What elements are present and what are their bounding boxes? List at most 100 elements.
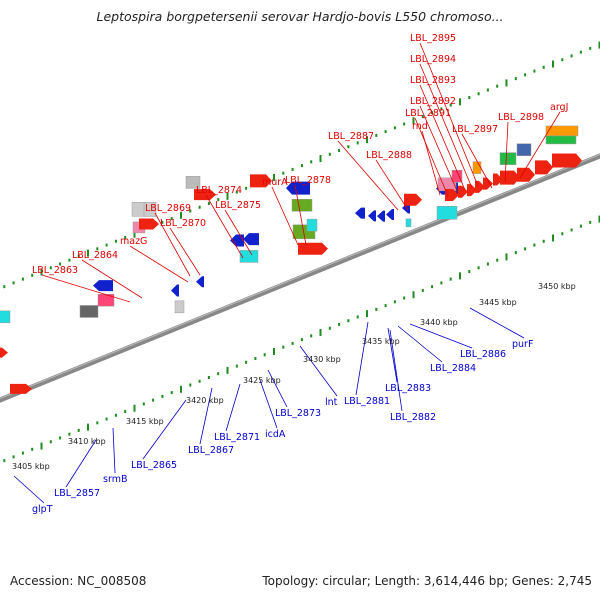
track-dot (384, 130, 387, 134)
gene-box (174, 300, 185, 314)
track-dot (226, 192, 229, 200)
track-dot (514, 77, 517, 81)
gene-label-forward: LBL_2898 (498, 112, 544, 123)
gene-label-forward: LBL_2892 (410, 96, 456, 107)
leader-line-reverse (13, 475, 45, 504)
leader-line-forward (205, 194, 244, 259)
track-dot (40, 268, 43, 276)
track-dot (505, 253, 508, 261)
leader-line-forward (419, 105, 459, 194)
track-dot (59, 436, 62, 440)
gene-forward-arrow (517, 167, 535, 182)
label-leaders (13, 42, 561, 504)
gene-box (291, 198, 313, 212)
gene-label-reverse: icdA (265, 429, 286, 440)
track-dot (356, 141, 359, 145)
track-dot (87, 423, 89, 431)
track-dot (3, 459, 6, 463)
track-dot (235, 190, 238, 194)
leader-line-reverse (199, 387, 213, 445)
gene-label-forward: argJ (550, 102, 568, 113)
leader-line-forward (294, 184, 307, 246)
gene-label-reverse: glpT (32, 504, 53, 515)
track-dot (347, 145, 350, 149)
track-dot (486, 88, 489, 92)
track-dot (161, 220, 164, 224)
accession-text: Accession: NC_008508 (10, 574, 147, 588)
gene-forward-arrow (445, 189, 459, 202)
track-dot (598, 41, 600, 49)
leader-line-reverse (142, 399, 187, 460)
gene-label-reverse: LBL_2886 (460, 349, 506, 360)
track-dot (384, 304, 387, 308)
track-dot (589, 46, 592, 50)
gene-forward-arrow (467, 184, 477, 197)
track-dot (31, 447, 34, 451)
track-dot (328, 326, 331, 330)
track-dot (393, 300, 396, 304)
track-dot (412, 291, 415, 299)
track-dot (412, 117, 415, 125)
track-dot (170, 217, 173, 221)
gene-label-reverse: LBL_2867 (188, 445, 234, 456)
track-dot (310, 334, 313, 338)
gene-reverse-arrow (196, 276, 204, 288)
leader-line-reverse (267, 369, 288, 408)
leader-line-reverse (112, 427, 116, 474)
track-dot (524, 73, 527, 77)
gene-forward-arrow (535, 160, 553, 175)
track-dot (189, 209, 192, 213)
gene-reverse-arrow (355, 207, 365, 219)
track-dot (291, 341, 294, 345)
gene-box (239, 250, 259, 263)
leader-line-reverse (225, 383, 241, 432)
track-dot (114, 239, 117, 243)
gene-reverse-arrow (93, 280, 113, 292)
track-dot (366, 136, 368, 144)
track-dot (59, 262, 62, 266)
gene-forward-arrow (298, 242, 328, 255)
gene-label-forward: murA (262, 177, 288, 188)
gene-reverse-arrow (368, 210, 376, 222)
kbp-label: 3430 kbp (303, 355, 341, 364)
track-dot (142, 402, 145, 406)
track-dot (40, 442, 43, 450)
track-dot (375, 307, 378, 311)
gene-label-forward: LBL_2870 (160, 218, 206, 229)
gene-label-forward: rnd (412, 121, 428, 132)
gene-label-forward: LBL_2897 (452, 124, 498, 135)
track-dot (254, 357, 257, 361)
track-dot (533, 69, 536, 73)
track-dot (552, 60, 554, 68)
leader-line-reverse (389, 329, 403, 412)
leader-line-forward (337, 140, 399, 211)
track-dot (496, 84, 499, 88)
gene-forward-arrow (404, 193, 422, 206)
track-dot (21, 451, 24, 455)
track-dot (68, 258, 71, 262)
track-dot (170, 391, 173, 395)
kbp-label: 3450 kbp (538, 282, 576, 291)
track-dot (105, 243, 108, 247)
track-dot (319, 155, 322, 163)
leader-line-reverse (299, 345, 338, 397)
track-dot (440, 107, 443, 111)
gene-label-reverse: purF (512, 339, 533, 350)
track-dot (366, 310, 368, 318)
track-dot (421, 288, 424, 292)
track-dot (449, 103, 452, 107)
track-dot (198, 205, 201, 209)
gene-forward-arrow (493, 173, 503, 186)
track-dot (589, 220, 592, 224)
track-dot (273, 173, 275, 181)
track-dot (77, 428, 80, 432)
kbp-label: 3425 kbp (243, 376, 281, 385)
track-dot (217, 198, 220, 202)
gene-forward-arrow (483, 177, 493, 190)
kbp-labels: 3405 kbp 3410 kbp 3415 kbp 3420 kbp 3425 kbp… (12, 282, 576, 471)
track-dot (319, 329, 322, 337)
leader-line-forward (419, 63, 473, 189)
track-dot (338, 322, 341, 326)
track-dot (49, 266, 52, 270)
